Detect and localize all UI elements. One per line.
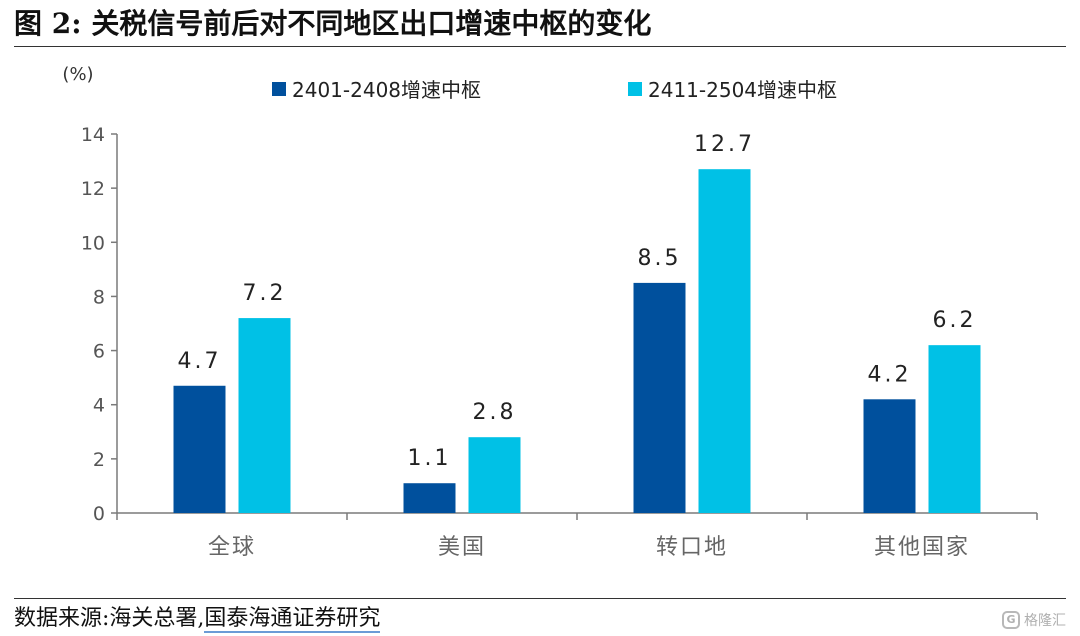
watermark: G 格隆汇 — [1002, 608, 1066, 632]
gelonghui-logo-icon: G — [1002, 611, 1020, 629]
y-tick-label: 14 — [81, 124, 105, 146]
legend: 2401-2408增速中枢 2411-2504增速中枢 — [272, 78, 837, 102]
bar-series-2 — [928, 345, 981, 513]
figure-title: 图 2: 关税信号前后对不同地区出口增速中枢的变化 — [14, 7, 652, 40]
y-tick-label: 6 — [93, 341, 105, 363]
bar-chart: (%) 2401-2408增速中枢 2411-2504增速中枢 0 2 4 6 8 10 1… — [62, 64, 1038, 560]
data-label: 6.2 — [933, 308, 977, 333]
axes: 0 2 4 6 8 10 12 14 全球 美国 转口地 其他国家 — [81, 124, 1038, 560]
y-unit-label: (%) — [62, 64, 93, 85]
x-tick-label: 全球 — [208, 535, 256, 560]
bar-series-2 — [238, 318, 291, 513]
source-org-link[interactable]: 国泰海通证券研究 — [204, 606, 381, 633]
bar-series-1 — [633, 282, 686, 513]
source-rule — [14, 598, 1066, 599]
data-label: 12.7 — [694, 132, 755, 157]
legend-swatch-series-2 — [628, 82, 642, 96]
data-label: 2.8 — [473, 400, 517, 425]
x-tick-label: 美国 — [438, 535, 486, 560]
legend-swatch-series-1 — [272, 82, 286, 96]
title-rule — [14, 46, 1066, 47]
legend-label-series-2: 2411-2504增速中枢 — [648, 78, 837, 102]
legend-label-series-1: 2401-2408增速中枢 — [292, 78, 481, 102]
y-tick-label: 2 — [93, 449, 105, 471]
data-label: 4.7 — [178, 349, 222, 374]
bar-series-2 — [468, 437, 521, 513]
y-tick-label: 0 — [93, 503, 105, 525]
data-label: 1.1 — [408, 446, 452, 471]
y-tick-label: 12 — [81, 178, 105, 200]
y-tick-label: 8 — [93, 286, 105, 308]
bar-series-1 — [173, 385, 226, 513]
data-label: 4.2 — [868, 362, 912, 387]
source-prefix: 数据来源:海关总署, — [14, 606, 205, 631]
bar-series-1 — [863, 399, 916, 513]
bars: 4.7 7.2 1.1 2.8 8.5 12.7 4.2 6.2 — [173, 132, 981, 513]
source-note: 数据来源:海关总署,国泰海通证券研究 — [14, 604, 381, 634]
bar-series-1 — [403, 483, 456, 513]
x-tick-label: 其他国家 — [874, 535, 970, 560]
x-tick-label: 转口地 — [656, 535, 728, 560]
data-label: 7.2 — [243, 281, 287, 306]
y-tick-label: 4 — [93, 395, 105, 417]
watermark-text: 格隆汇 — [1024, 613, 1066, 629]
bar-series-2 — [698, 169, 751, 513]
y-tick-label: 10 — [81, 232, 105, 254]
data-label: 8.5 — [638, 246, 682, 271]
